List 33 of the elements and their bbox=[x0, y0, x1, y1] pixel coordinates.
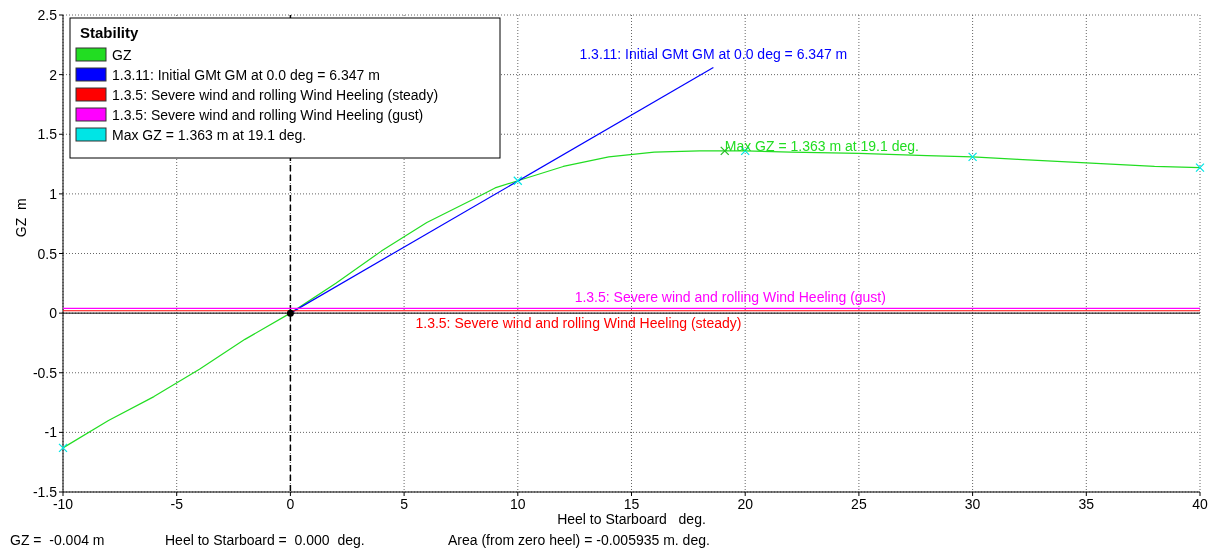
y-axis-title: GZ m bbox=[13, 198, 29, 238]
text: Area (from zero heel) = -0.005935 m. deg. bbox=[448, 532, 710, 548]
y-tick-label: 1 bbox=[49, 185, 58, 202]
x-axis-title: Heel to Starboard deg. bbox=[557, 511, 706, 527]
x-tick-label: 30 bbox=[964, 496, 981, 512]
legend-label: 1.3.5: Severe wind and rolling Wind Heeling (gust) bbox=[112, 107, 424, 123]
x-tick-label: 10 bbox=[510, 496, 526, 512]
legend-label: 1.3.11: Initial GMt GM at 0.0 deg = 6.347 m bbox=[112, 67, 380, 83]
y-tick-label: -0.5 bbox=[32, 364, 58, 381]
annotation: 1.3.5: Severe wind and rolling Wind Heeling (gust) bbox=[574, 289, 886, 306]
x-tick-label: 25 bbox=[851, 496, 867, 512]
legend-label: 1.3.5: Severe wind and rolling Wind Heeling (steady) bbox=[112, 87, 439, 103]
y-tick-label: -1 bbox=[44, 424, 58, 441]
x-tick-label: 40 bbox=[1192, 496, 1208, 512]
y-tick-label: 1.5 bbox=[37, 126, 58, 143]
x-tick-label: 0 bbox=[286, 496, 295, 512]
x-tick-label: 35 bbox=[1078, 496, 1095, 512]
x-tick-label: 5 bbox=[400, 496, 409, 512]
annotation: Max GZ = 1.363 m at 19.1 deg. bbox=[724, 137, 919, 154]
legend-label: Max GZ = 1.363 m at 19.1 deg. bbox=[112, 127, 307, 143]
x-tick-label: 20 bbox=[737, 496, 754, 512]
annotation: 1.3.11: Initial GMt GM at 0.0 deg = 6.347 m bbox=[579, 46, 848, 63]
text: GZ = -0.004 m bbox=[10, 532, 105, 548]
annotation: 1.3.5: Severe wind and rolling Wind Heeling (steady) bbox=[415, 314, 742, 331]
y-tick-label: 2 bbox=[49, 66, 58, 83]
y-tick-label: 0 bbox=[49, 305, 58, 322]
x-tick-label: 15 bbox=[623, 496, 640, 512]
x-tick-label: -5 bbox=[170, 496, 184, 512]
y-tick-label: 2.5 bbox=[37, 7, 58, 23]
text: Heel to Starboard = 0.000 deg. bbox=[165, 532, 365, 548]
y-tick-label: 0.5 bbox=[37, 245, 58, 262]
legend-title: Stability bbox=[80, 24, 139, 41]
legend-label: GZ bbox=[112, 47, 132, 63]
